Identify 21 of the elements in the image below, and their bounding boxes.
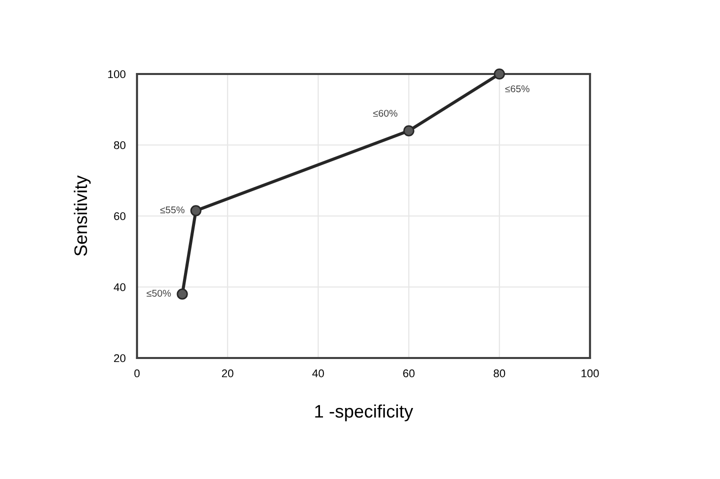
x-tick-label: 0	[134, 369, 140, 378]
point	[403, 125, 414, 136]
point	[190, 205, 202, 216]
point	[494, 68, 505, 80]
annotation: ≤50%	[146, 290, 171, 297]
annotation: ≤60%	[373, 110, 398, 117]
annotation: ≤65%	[505, 85, 530, 92]
annotation: ≤55%	[160, 206, 184, 214]
y-tick-label: 100	[108, 70, 126, 78]
y-tick-label: 40	[114, 283, 126, 292]
y-tick-label: 80	[114, 141, 126, 150]
x-tick-label: 40	[312, 369, 324, 378]
x-tick-label: 60	[403, 369, 415, 378]
y-tick-label: 20	[114, 354, 126, 362]
x-axis-title: 1 -specificity	[315, 404, 414, 422]
point	[176, 288, 188, 300]
y-axis-title: Sensitivity	[74, 175, 91, 256]
x-tick-label: 20	[222, 369, 234, 378]
x-tick-label: 80	[494, 369, 506, 378]
x-tick-label: 100	[582, 369, 599, 378]
y-tick-label: 60	[114, 212, 126, 220]
